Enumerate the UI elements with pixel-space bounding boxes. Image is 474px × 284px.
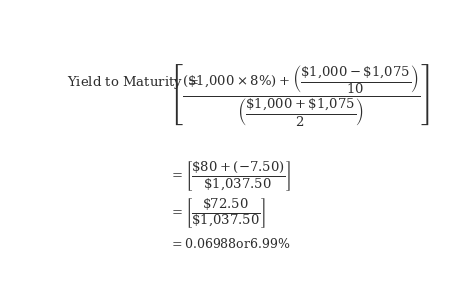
Text: $=0.06988\mathrm{or}6.99\%$: $=0.06988\mathrm{or}6.99\%$ (169, 237, 291, 251)
Text: $=\left[\dfrac{\$72.50}{\$1{,}037.50}\right]$: $=\left[\dfrac{\$72.50}{\$1{,}037.50}\ri… (169, 197, 266, 230)
Text: $\left[\dfrac{(\$1{,}000\times8\%)+\left(\dfrac{\$1{,}000-\$1{,}075}{10}\right)}: $\left[\dfrac{(\$1{,}000\times8\%)+\left… (169, 62, 430, 128)
Text: Yield to Maturity $=$: Yield to Maturity $=$ (66, 74, 199, 91)
Text: $=\left[\dfrac{\$80+(-7.50)}{\$1{,}037.50}\right]$: $=\left[\dfrac{\$80+(-7.50)}{\$1{,}037.5… (169, 159, 292, 193)
